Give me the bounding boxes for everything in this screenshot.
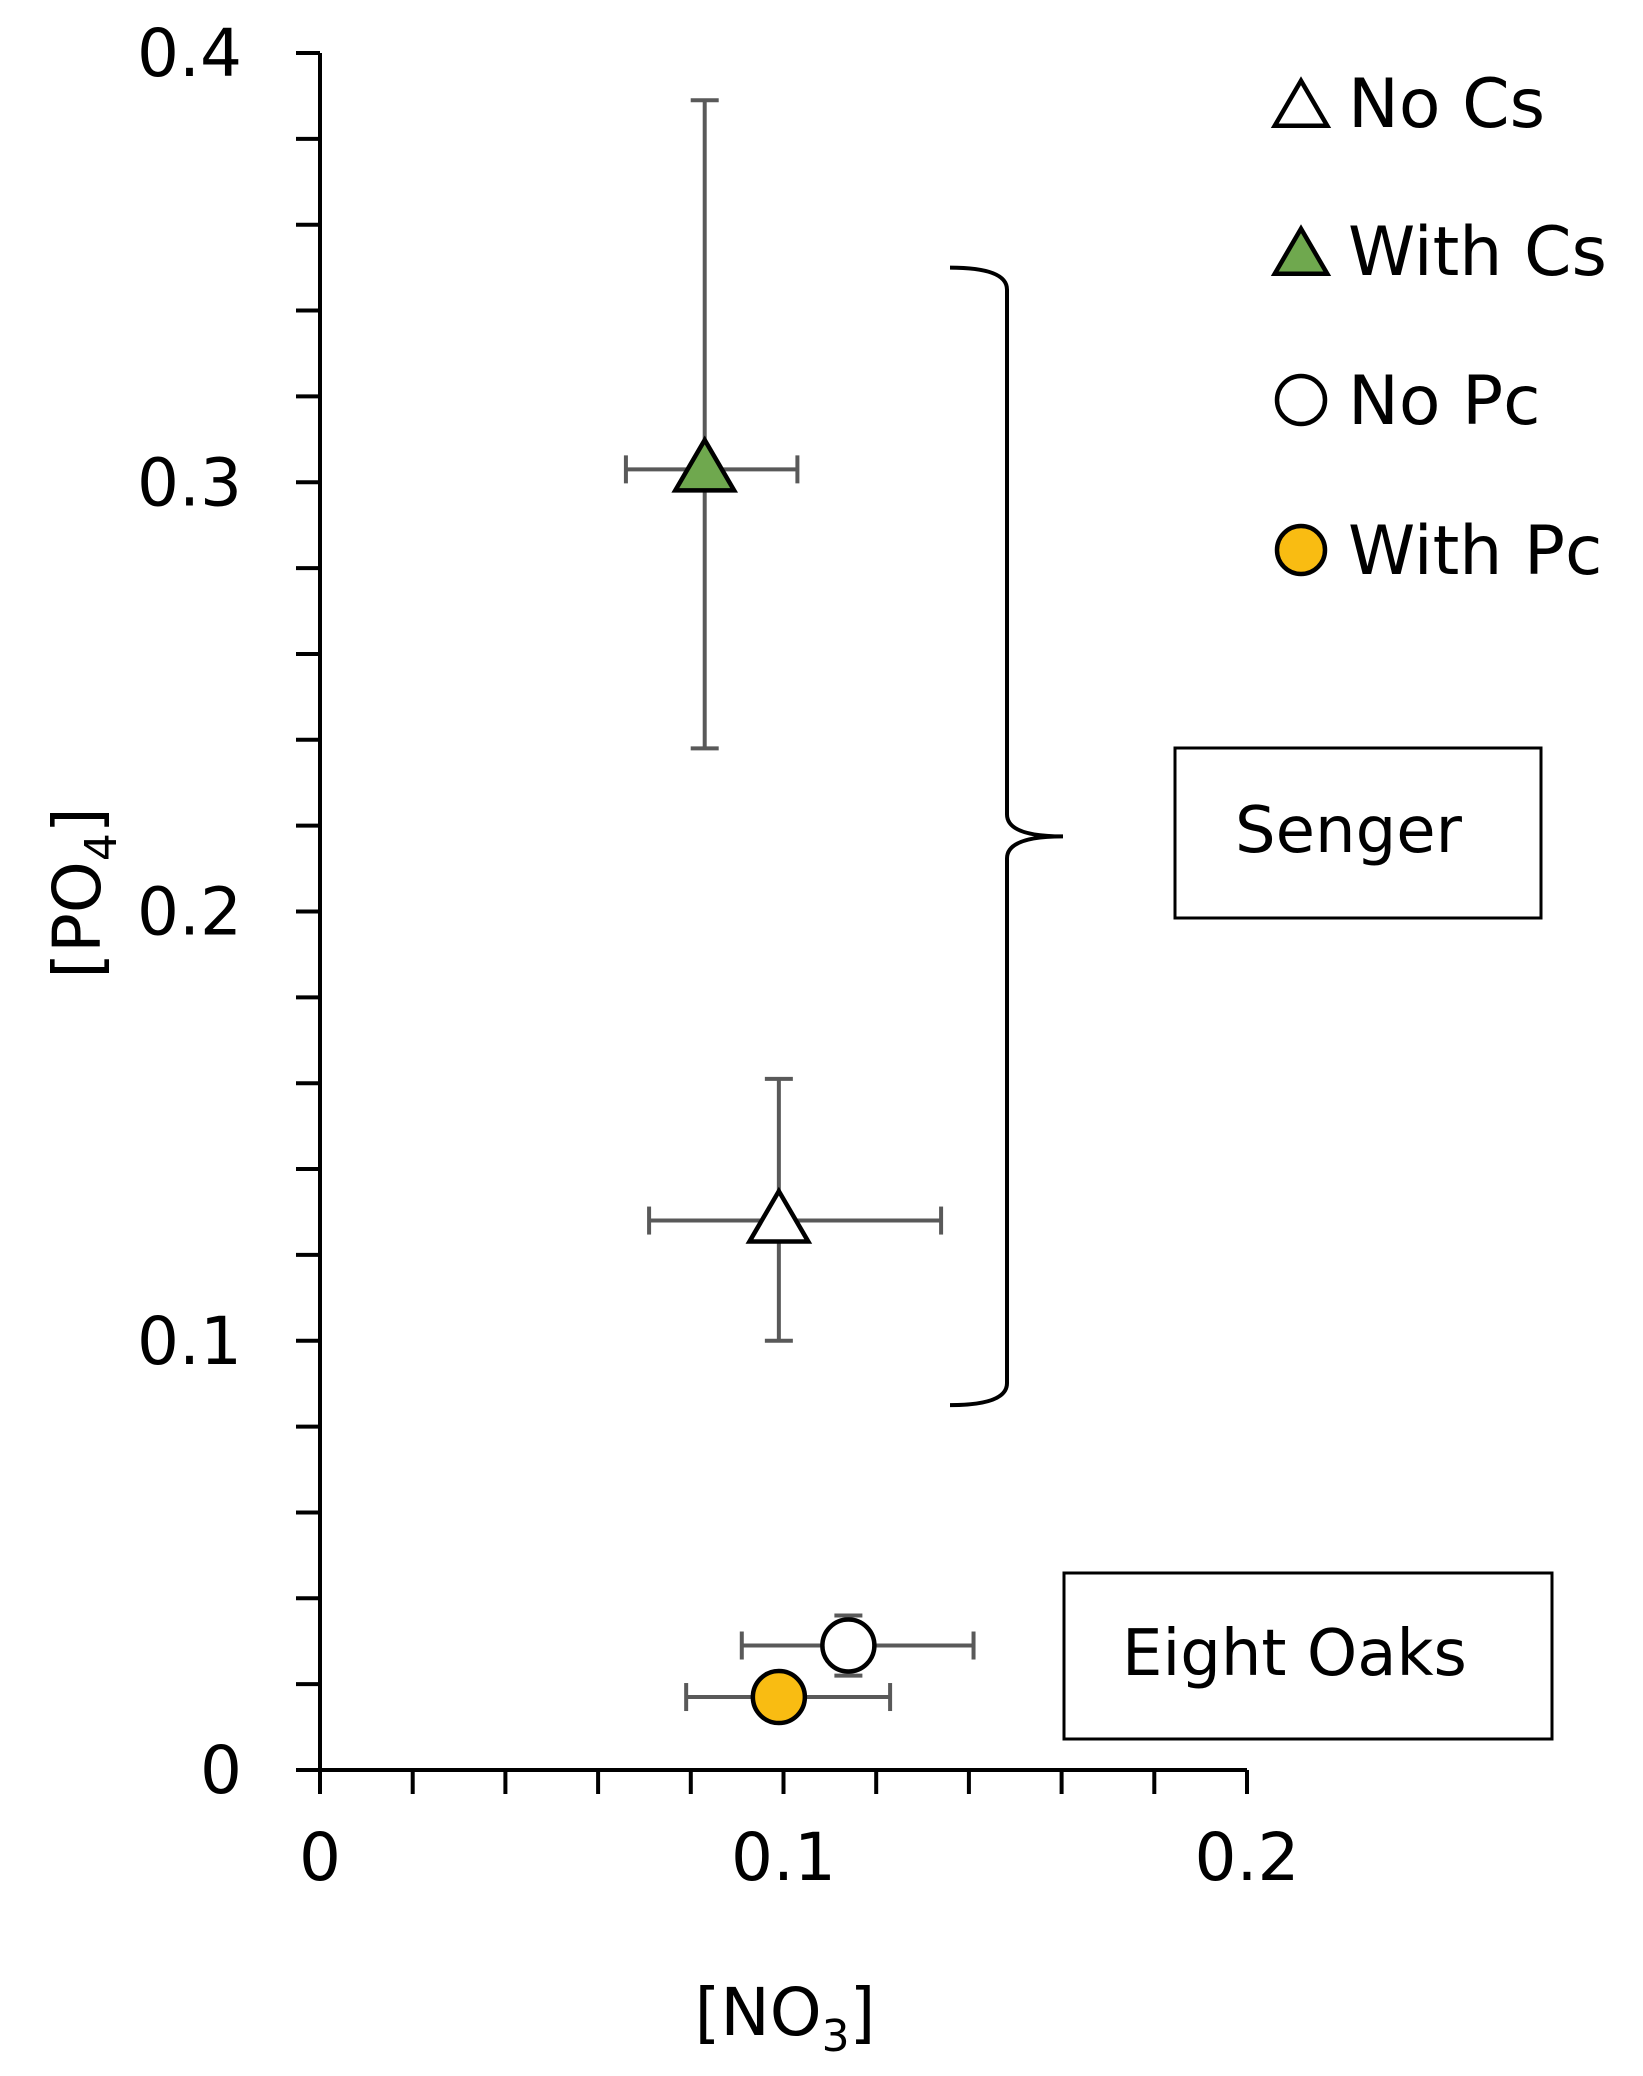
legend-label: With Cs bbox=[1348, 213, 1607, 292]
x-tick-label: 0.1 bbox=[731, 1819, 836, 1896]
x-tick-label: 0.2 bbox=[1195, 1819, 1300, 1896]
x-axis-title: [NO3] bbox=[695, 1974, 876, 2062]
y-tick-label: 0.3 bbox=[137, 444, 242, 521]
y-axis-title: [PO4] bbox=[39, 807, 127, 978]
y-tick-label: 0.4 bbox=[137, 15, 242, 92]
senger-label: Senger bbox=[1235, 794, 1463, 868]
axes bbox=[318, 53, 1247, 1772]
ticks-layer bbox=[296, 51, 1249, 1794]
legend-item: No Cs bbox=[1270, 65, 1545, 144]
with-pc-marker bbox=[750, 1668, 808, 1726]
y-tick-label: 0.1 bbox=[137, 1303, 242, 1380]
error-bar-group bbox=[647, 1076, 944, 1343]
legend-label: No Cs bbox=[1348, 65, 1545, 144]
legend-label: With Pc bbox=[1348, 512, 1602, 591]
x-tick-label: 0 bbox=[299, 1819, 341, 1896]
legend-triangle-icon bbox=[1270, 76, 1332, 128]
senger-bracket bbox=[949, 265, 1064, 1408]
legend-triangle-icon bbox=[1270, 224, 1332, 276]
error-bars bbox=[623, 98, 976, 1712]
eight-oaks-label: Eight Oaks bbox=[1122, 1617, 1467, 1691]
eight-oaks-label-box: Eight Oaks bbox=[1062, 1571, 1554, 1741]
error-bar-group bbox=[623, 98, 800, 751]
legend-item: With Pc bbox=[1274, 512, 1602, 591]
x-tick-labels: 0 0.1 0.2 bbox=[299, 1819, 1299, 1896]
legend-label: No Pc bbox=[1348, 362, 1540, 441]
legend-circle-icon bbox=[1274, 523, 1328, 577]
y-tick-label: 0 bbox=[200, 1732, 242, 1809]
legend-item: With Cs bbox=[1270, 213, 1607, 292]
legend: No Cs With Cs No Pc With Pc bbox=[1270, 65, 1607, 591]
with-cs-marker bbox=[671, 435, 739, 493]
y-tick-labels: 0 0.1 0.2 0.3 0.4 bbox=[137, 15, 242, 1809]
legend-item: No Pc bbox=[1274, 362, 1540, 441]
bracket-path bbox=[949, 265, 1064, 1408]
legend-circle-icon bbox=[1274, 373, 1328, 427]
senger-label-box: Senger bbox=[1173, 746, 1543, 920]
no-cs-marker bbox=[745, 1186, 813, 1244]
y-tick-label: 0.2 bbox=[137, 874, 242, 951]
data-markers bbox=[671, 435, 877, 1726]
no-pc-marker bbox=[820, 1617, 877, 1674]
